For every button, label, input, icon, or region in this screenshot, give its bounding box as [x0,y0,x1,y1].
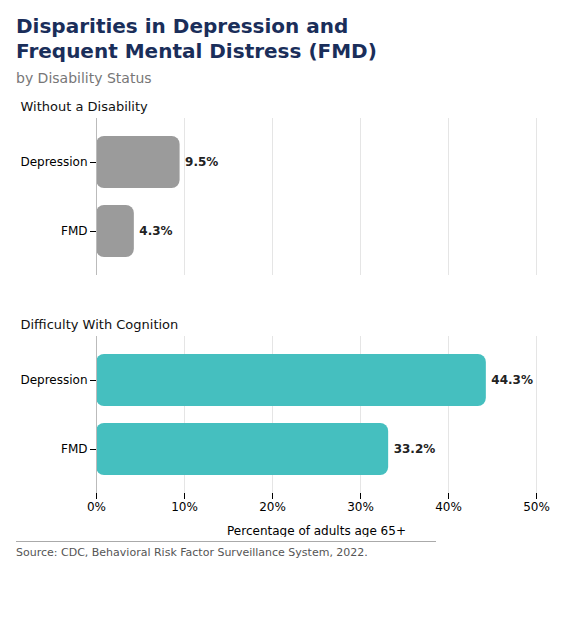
html-text:by Disability Status: by Disability Status [16,70,152,86]
html-text:Disparities in Depression and: Disparities in Depression and Frequent M… [16,14,377,63]
svg-text:FMD: FMD [61,442,88,456]
svg-text:40%: 40% [435,500,462,514]
svg-text:10%: 10% [171,500,198,514]
svg-text:44.3%: 44.3% [491,373,533,387]
svg-text:Without a Disability: Without a Disability [21,99,149,114]
svg-text:33.2%: 33.2% [394,442,436,456]
svg-text:FMD: FMD [61,224,88,238]
svg-text:0%: 0% [87,500,106,514]
html-text:Source: CDC, Behavioral Risk F: Source: CDC, Behavioral Risk Factor Surv… [16,546,368,559]
svg-text:30%: 30% [347,500,374,514]
svg-text:Difficulty With Cognition: Difficulty With Cognition [21,317,179,332]
svg-text:Depression: Depression [20,373,87,387]
svg-text:50%: 50% [523,500,550,514]
svg-text:4.3%: 4.3% [139,224,172,238]
svg-text:20%: 20% [259,500,286,514]
svg-text:Percentage of adults age 65+: Percentage of adults age 65+ [227,524,406,538]
svg-text:9.5%: 9.5% [185,155,218,169]
svg-text:Depression: Depression [20,155,87,169]
